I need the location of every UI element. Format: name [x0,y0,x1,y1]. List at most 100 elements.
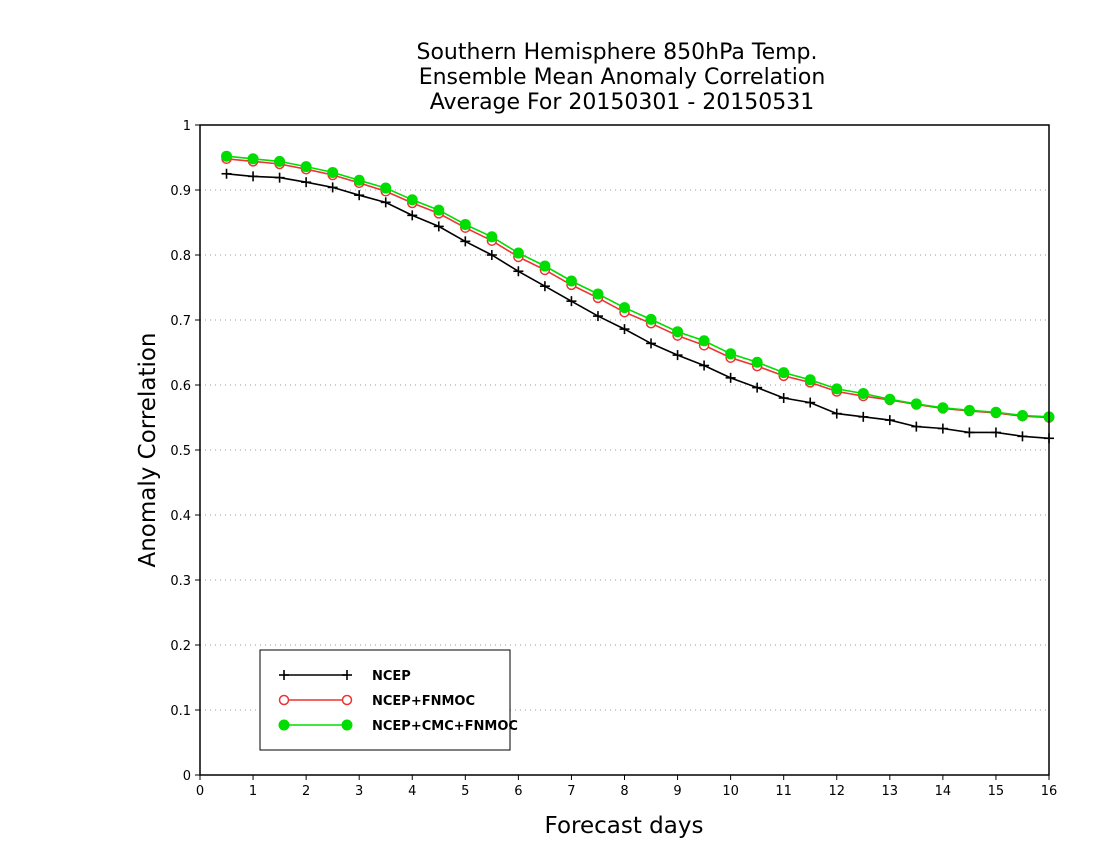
legend-item-ncep-cmc-fnmoc: NCEP+CMC+FNMOC [278,719,518,734]
legend-marker [278,694,290,706]
x-tick-label: 6 [514,784,522,799]
legend-label: NCEP+FNMOC [372,694,475,709]
legend-item-ncep: NCEP [279,669,411,684]
data-point-ncep-cmc-fnmoc [274,155,286,167]
title-line-2: Ensemble Mean Anomaly Correlation [419,65,826,90]
data-point-ncep-cmc-fnmoc [672,326,684,338]
data-point-ncep-cmc-fnmoc [592,288,604,300]
data-point-ncep-cmc-fnmoc [645,313,657,325]
gridlines [200,189,1049,711]
x-tick-label: 9 [673,784,681,799]
y-tick-label: 1 [183,119,191,134]
data-point-ncep-cmc-fnmoc [486,231,498,243]
x-tick-label: 16 [1041,784,1058,799]
data-point-ncep-cmc-fnmoc [1016,410,1028,422]
data-point-ncep-cmc-fnmoc [963,404,975,416]
data-point-ncep [274,172,285,183]
data-point-ncep-cmc-fnmoc [459,218,471,230]
data-point-ncep [460,236,471,247]
y-axis-ticks: 0 0.1 0.2 0.3 0.4 0.5 0.6 0.7 0.8 0.9 1 [170,119,200,784]
legend-entries: NCEP NCEP+FNMOC NCEP+CMC+FNMOC [278,669,518,734]
series-ncep [221,168,1054,444]
data-point-ncep-cmc-fnmoc [937,402,949,414]
x-tick-label: 11 [775,784,792,799]
data-point-ncep [221,168,232,179]
data-point-ncep [964,427,975,438]
data-point-ncep-cmc-fnmoc [778,367,790,379]
data-point-ncep [831,408,842,419]
y-axis-label: Anomaly Correlation [135,332,161,567]
data-point-ncep-cmc-fnmoc [353,174,365,186]
legend: NCEP NCEP+FNMOC NCEP+CMC+FNMOC [259,649,518,751]
y-tick-label: 0.1 [170,704,191,719]
series-ncep-cmc-fnmoc [221,150,1055,423]
data-point-ncep [619,324,630,335]
data-point-ncep [486,250,497,260]
data-point-ncep-cmc-fnmoc [327,166,339,178]
series-ncep-fnmoc [221,153,1055,423]
data-point-ncep-cmc-fnmoc [247,153,259,165]
x-tick-label: 0 [196,784,204,799]
legend-marker [279,670,289,680]
data-point-ncep [592,311,603,322]
data-point-ncep [646,338,657,349]
data-point-ncep-cmc-fnmoc [725,348,737,360]
data-point-ncep [513,266,524,277]
data-point-ncep-cmc-fnmoc [857,387,869,399]
data-point-ncep-cmc-fnmoc [512,247,524,259]
legend-marker [341,694,353,706]
x-tick-label: 13 [882,784,899,799]
legend-marker [342,670,352,680]
data-point-ncep-cmc-fnmoc [565,275,577,287]
x-tick-label: 5 [461,784,469,799]
data-point-ncep-cmc-fnmoc [698,335,710,347]
chart-title: Southern Hemisphere 850hPa Temp. Ensembl… [417,40,826,115]
x-tick-label: 10 [722,784,739,799]
x-tick-label: 14 [935,784,952,799]
y-tick-label: 0.6 [170,379,191,394]
data-point-ncep [805,397,816,408]
x-tick-label: 12 [828,784,845,799]
data-point-ncep-cmc-fnmoc [751,356,763,368]
data-point-ncep [752,382,763,393]
data-point-ncep-cmc-fnmoc [539,260,551,272]
data-point-ncep-cmc-fnmoc [221,150,233,162]
data-point-ncep [778,393,789,403]
data-point-ncep [354,190,365,201]
data-point-ncep-cmc-fnmoc [300,161,312,173]
data-point-ncep [327,182,338,193]
series-line-ncep-cmc-fnmoc [226,155,1050,418]
data-point-ncep-cmc-fnmoc [990,406,1002,418]
title-line-3: Average For 20150301 - 20150531 [430,90,815,115]
data-point-ncep [539,281,550,292]
data-point-ncep [858,411,869,422]
data-point-ncep [407,210,418,221]
data-point-ncep [884,415,895,426]
x-tick-label: 15 [988,784,1005,799]
legend-label: NCEP [372,669,411,684]
legend-marker [278,719,290,731]
x-tick-label: 4 [408,784,416,799]
legend-marker [341,719,353,731]
data-point-ncep-cmc-fnmoc [406,194,418,206]
x-tick-label: 1 [249,784,257,799]
x-tick-label: 7 [567,784,575,799]
data-point-ncep-cmc-fnmoc [804,374,816,386]
x-tick-label: 3 [355,784,363,799]
data-point-ncep-cmc-fnmoc [619,302,630,314]
data-point-ncep [433,221,444,232]
data-point-ncep [566,296,577,307]
y-tick-label: 0.8 [170,249,191,264]
data-point-ncep [1017,431,1028,442]
y-tick-label: 0.2 [170,639,191,654]
data-point-ncep-cmc-fnmoc [380,182,392,194]
x-axis-ticks: 0 1 2 3 4 5 6 7 8 9 10 11 12 13 14 15 16 [196,775,1057,799]
y-tick-label: 0 [183,769,191,784]
y-tick-label: 0.3 [170,574,191,589]
x-axis-label: Forecast days [545,813,704,839]
title-line-1: Southern Hemisphere 850hPa Temp. [417,40,818,65]
y-tick-label: 0.7 [170,314,191,329]
data-point-ncep [990,427,1001,438]
series-line-ncep [226,173,1050,440]
y-tick-label: 0.4 [170,509,191,524]
